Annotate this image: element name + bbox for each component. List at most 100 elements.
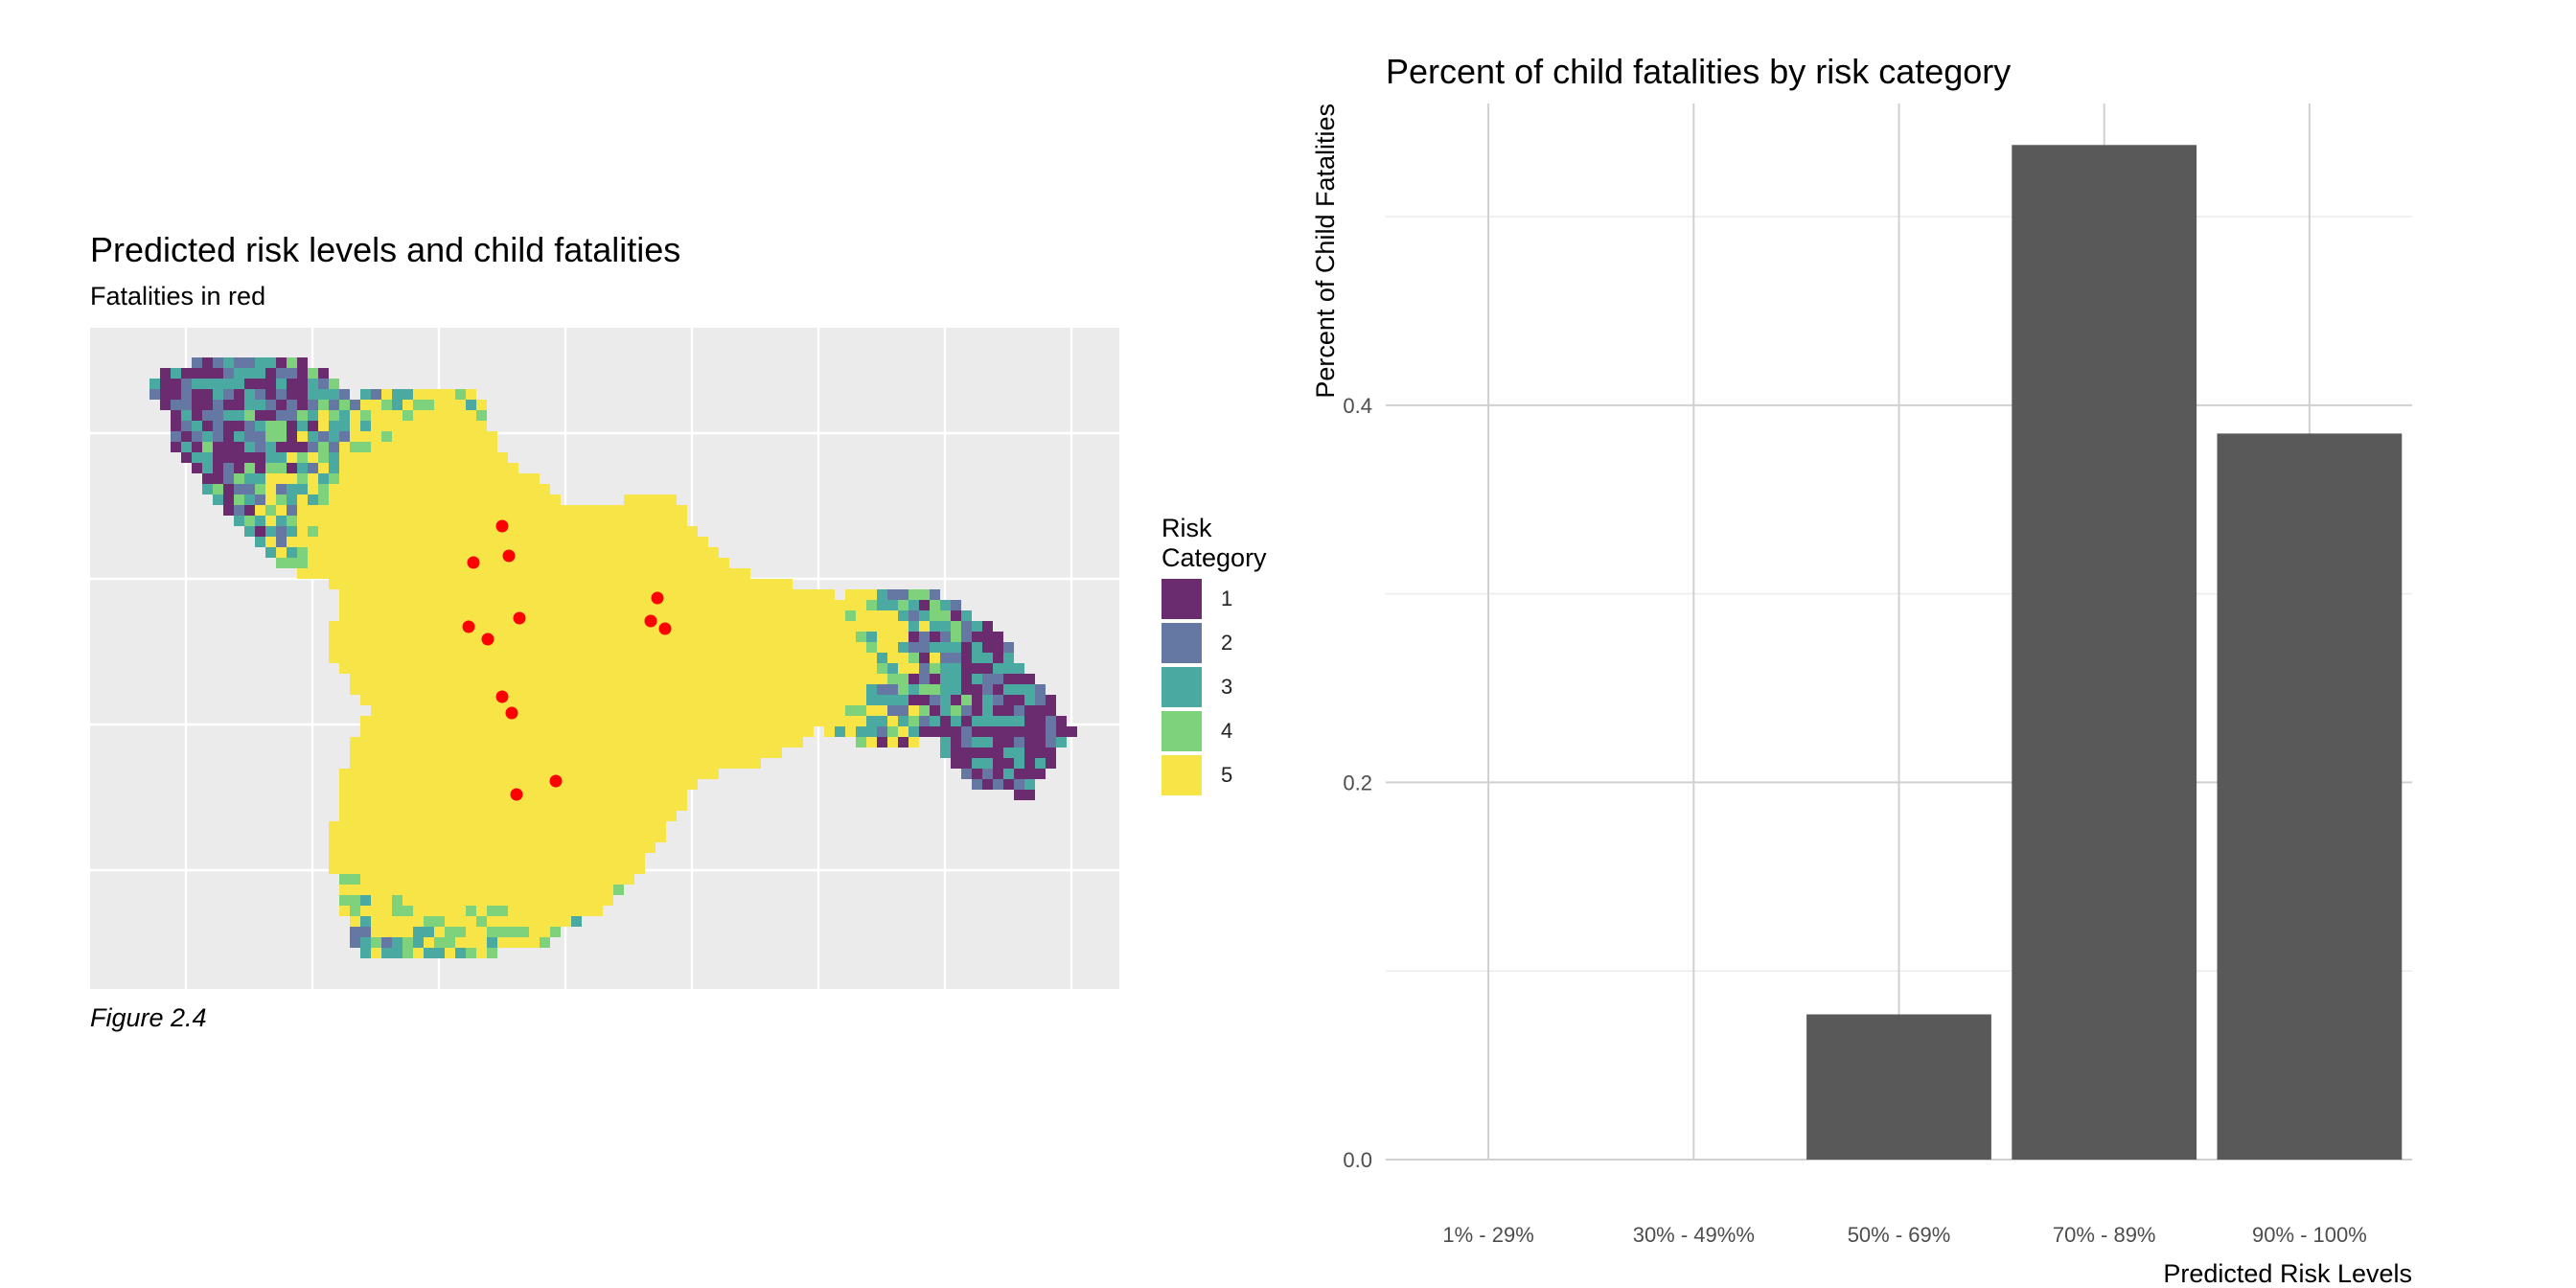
risk-cell [592, 547, 603, 558]
risk-cell [571, 863, 582, 874]
risk-cell [424, 389, 434, 400]
risk-cell [708, 610, 719, 621]
risk-cell [392, 821, 402, 832]
risk-cell [466, 811, 476, 821]
risk-cell [466, 610, 476, 621]
risk-cell [308, 442, 318, 452]
risk-cell [424, 505, 434, 516]
risk-cell [192, 357, 202, 368]
risk-cell [244, 368, 255, 379]
risk-cell [982, 642, 993, 653]
risk-cell [656, 632, 666, 642]
risk-cell [244, 389, 255, 400]
risk-cell [392, 758, 402, 769]
risk-cell [687, 748, 698, 758]
risk-cell [518, 568, 529, 579]
risk-cell [508, 842, 518, 853]
risk-cell [1046, 695, 1056, 705]
risk-cell [782, 642, 793, 653]
risk-cell [297, 400, 308, 410]
risk-cell [329, 526, 339, 537]
risk-cell [455, 811, 466, 821]
risk-cell [265, 494, 276, 505]
risk-cell [1014, 663, 1024, 674]
risk-cell [497, 895, 508, 906]
risk-cell [951, 695, 961, 705]
risk-cell [213, 400, 223, 410]
risk-cell [814, 632, 824, 642]
risk-cell [582, 726, 592, 737]
risk-cell [1046, 726, 1056, 737]
risk-cell [360, 547, 371, 558]
risk-cell [371, 442, 381, 452]
risk-cell [392, 811, 402, 821]
risk-cell [329, 494, 339, 505]
risk-cell [518, 790, 529, 800]
risk-cell [824, 589, 835, 600]
risk-cell [508, 568, 518, 579]
risk-cell [656, 547, 666, 558]
risk-cell [476, 632, 487, 642]
risk-cell [624, 621, 634, 632]
bar-chart-title: Percent of child fatalities by risk cate… [1386, 52, 2012, 91]
risk-cell [740, 684, 750, 695]
risk-cell [550, 885, 561, 895]
risk-cell [666, 494, 677, 505]
risk-cell [508, 832, 518, 842]
risk-cell [466, 790, 476, 800]
risk-cell [740, 737, 750, 748]
risk-cell [455, 431, 466, 442]
risk-cell [360, 927, 371, 937]
risk-cell [424, 526, 434, 537]
risk-cell [445, 842, 455, 853]
risk-cell [476, 431, 487, 442]
risk-cell [540, 937, 550, 948]
risk-cell [360, 716, 371, 726]
risk-cell [1003, 758, 1014, 769]
risk-cell [750, 663, 761, 674]
risk-cell [561, 526, 571, 537]
risk-cell [402, 452, 413, 463]
risk-cell [856, 610, 866, 621]
risk-cell [518, 589, 529, 600]
risk-cell [708, 663, 719, 674]
risk-cell [445, 516, 455, 526]
risk-cell [982, 758, 993, 769]
risk-cell [265, 463, 276, 473]
risk-cell [518, 937, 529, 948]
risk-cell [445, 400, 455, 410]
risk-cell [518, 821, 529, 832]
risk-cell [518, 895, 529, 906]
risk-cell [445, 716, 455, 726]
risk-cell [951, 748, 961, 758]
risk-cell [592, 674, 603, 684]
risk-cell [339, 558, 350, 568]
risk-cell [497, 547, 508, 558]
risk-cell [613, 695, 624, 705]
risk-cell [497, 737, 508, 748]
risk-cell [550, 874, 561, 885]
risk-cell [339, 526, 350, 537]
risk-cell [381, 526, 392, 537]
risk-cell [571, 505, 582, 516]
risk-cell [761, 642, 771, 653]
risk-cell [666, 600, 677, 610]
risk-cell [455, 779, 466, 790]
risk-cell [445, 632, 455, 642]
risk-cell [318, 568, 329, 579]
risk-cell [339, 442, 350, 452]
risk-cell [550, 600, 561, 610]
risk-cell [824, 674, 835, 684]
risk-cell [424, 653, 434, 663]
risk-cell [424, 916, 434, 927]
risk-cell [424, 663, 434, 674]
risk-cell [771, 684, 782, 695]
risk-cell [550, 916, 561, 927]
risk-cell [476, 537, 487, 547]
risk-cell [666, 516, 677, 526]
risk-cell [445, 547, 455, 558]
risk-cell [592, 537, 603, 547]
risk-cell [381, 695, 392, 705]
risk-cell [308, 463, 318, 473]
risk-cell [634, 737, 645, 748]
